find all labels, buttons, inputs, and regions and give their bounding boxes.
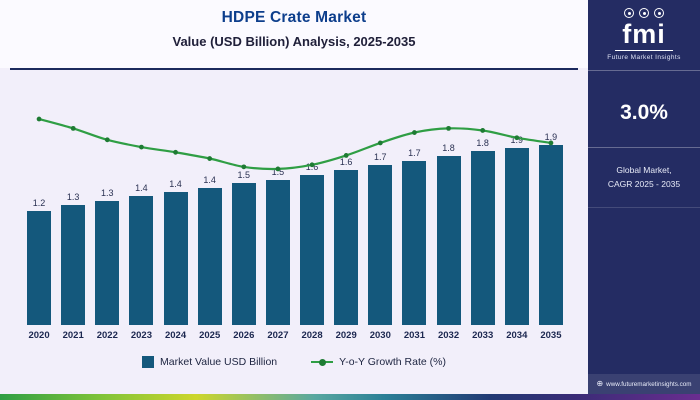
x-axis: 2020 2021 2022 2023 2024 2025 2026 2027 2028 2029… xyxy=(22,330,568,341)
cagr-caption-line2: CAGR 2025 - 2035 xyxy=(607,178,681,189)
bar[interactable] xyxy=(436,155,461,325)
bar-value-label: 1.4 xyxy=(169,179,182,189)
bar[interactable] xyxy=(368,165,393,325)
bar[interactable] xyxy=(470,151,495,325)
bar-slot: 1.4 xyxy=(193,95,227,325)
x-axis-label: 2031 xyxy=(403,330,425,341)
x-axis-label: 2035 xyxy=(540,330,562,341)
cagr-block: 3.0% xyxy=(588,71,700,148)
x-axis-label: 2029 xyxy=(335,330,357,341)
legend-item-market-value: Market Value USD Billion xyxy=(142,356,277,368)
bar-value-label: 1.6 xyxy=(305,161,319,172)
bar-value-label: 1.3 xyxy=(101,187,114,198)
logo-text: fmi xyxy=(622,19,666,49)
bar[interactable] xyxy=(163,192,188,325)
bar[interactable] xyxy=(61,205,86,325)
bar[interactable] xyxy=(197,188,222,325)
legend-item-growth-rate: Y-o-Y Growth Rate (%) xyxy=(311,356,446,368)
fmi-logo: fmi Future Market Insights xyxy=(588,0,700,71)
legend-line-label: Y-o-Y Growth Rate (%) xyxy=(339,356,446,368)
globe-icon: ⊕ xyxy=(596,379,604,388)
brand-color-strip xyxy=(0,394,700,400)
x-axis-label: 2030 xyxy=(369,330,391,341)
logo-glyphs xyxy=(588,8,700,18)
bar[interactable] xyxy=(129,195,154,325)
bar-value-label: 1.9 xyxy=(544,131,558,142)
x-axis-label: 2033 xyxy=(472,330,494,341)
bar[interactable] xyxy=(300,174,325,325)
bar-value-label: 1.3 xyxy=(66,192,80,203)
bar[interactable] xyxy=(27,211,52,325)
logo-divider xyxy=(615,50,673,51)
bar-value-label: 1.2 xyxy=(32,198,46,208)
brand-sidebar: fmi Future Market Insights 3.0% Global M… xyxy=(588,0,700,394)
market-value-chart: 1.2 1.3 1.3 1.4 1.4 1.4 1.5 1.5 1.6 1.6 1.7 1.7 1.8 1… xyxy=(22,95,568,325)
page-title: HDPE Crate Market xyxy=(221,9,367,26)
x-axis-label: 2023 xyxy=(130,330,152,341)
bar-value-label: 1.8 xyxy=(476,138,489,149)
bar-slot: 1.6 xyxy=(295,95,329,325)
bar-value-label: 1.4 xyxy=(135,182,148,193)
x-axis-label: 2025 xyxy=(199,330,221,341)
x-axis-label: 2021 xyxy=(62,330,84,341)
chart-panel: HDPE Crate Market Value (USD Billion) An… xyxy=(0,0,588,368)
line-swatch-icon xyxy=(311,358,334,366)
x-axis-label: 2026 xyxy=(233,330,255,341)
bar-value-label: 1.7 xyxy=(408,147,421,158)
bar[interactable] xyxy=(265,179,290,325)
bar[interactable] xyxy=(538,144,563,325)
bar-slot: 1.3 xyxy=(56,95,90,325)
bar[interactable] xyxy=(231,183,256,325)
x-axis-label: 2032 xyxy=(437,330,460,341)
bar-value-label: 1.9 xyxy=(510,135,524,146)
bar-slot: 1.6 xyxy=(329,95,363,325)
website-url[interactable]: www.futuremarketinsights.com xyxy=(606,380,692,388)
bar-slot: 1.9 xyxy=(534,95,568,325)
logo-glyph-icon xyxy=(639,8,649,18)
x-axis-label: 2020 xyxy=(28,330,50,341)
bar-value-label: 1.8 xyxy=(442,142,455,153)
chart-header: HDPE Crate Market Value (USD Billion) An… xyxy=(0,0,588,68)
page-subtitle: Value (USD Billion) Analysis, 2025-2035 xyxy=(172,34,416,49)
line-marker-icon xyxy=(319,358,327,366)
bar-value-label: 1.6 xyxy=(339,157,353,168)
bar-slot: 1.5 xyxy=(261,95,295,325)
bar-slot: 1.2 xyxy=(22,95,56,325)
bar[interactable] xyxy=(334,170,359,325)
bar-series: 1.2 1.3 1.3 1.4 1.4 1.4 1.5 1.5 1.6 1.6 1.7 1.7 1.8 1… xyxy=(22,95,568,325)
website-bar[interactable]: ⊕ www.futuremarketinsights.com xyxy=(588,374,700,394)
logo-glyph-icon xyxy=(654,8,664,18)
x-axis-label: 2028 xyxy=(301,330,323,341)
bar-value-label: 1.5 xyxy=(237,170,251,181)
bar-slot: 1.4 xyxy=(159,95,193,325)
x-axis-label: 2022 xyxy=(96,330,118,341)
bar[interactable] xyxy=(402,160,427,325)
x-axis-label: 2034 xyxy=(506,330,528,341)
bar-slot: 1.8 xyxy=(432,95,466,325)
cagr-caption-line1: Global Market, xyxy=(616,165,672,175)
bar-value-label: 1.7 xyxy=(374,152,387,163)
cagr-caption: Global Market, CAGR 2025 - 2035 xyxy=(588,148,700,209)
bar-slot: 1.8 xyxy=(466,95,500,325)
bar-slot: 1.7 xyxy=(363,95,397,325)
logo-glyph-icon xyxy=(624,8,634,18)
x-axis-label: 2024 xyxy=(164,330,187,341)
bar-slot: 1.7 xyxy=(397,95,431,325)
bar-value-label: 1.4 xyxy=(203,175,216,186)
bar-slot: 1.5 xyxy=(227,95,261,325)
cagr-value: 3.0% xyxy=(620,101,668,124)
bar-value-label: 1.5 xyxy=(271,166,285,177)
bar-slot: 1.4 xyxy=(124,95,158,325)
header-divider xyxy=(10,68,578,70)
legend-bar-label: Market Value USD Billion xyxy=(160,356,278,368)
x-axis-label: 2027 xyxy=(267,330,289,341)
bar-slot: 1.9 xyxy=(500,95,534,325)
bar-slot: 1.3 xyxy=(90,95,124,325)
bar-swatch-icon xyxy=(142,356,155,368)
chart-legend: Market Value USD Billion Y-o-Y Growth Ra… xyxy=(0,356,588,368)
bar[interactable] xyxy=(504,148,529,325)
bar[interactable] xyxy=(95,200,120,325)
logo-subtext: Future Market Insights xyxy=(607,54,681,61)
